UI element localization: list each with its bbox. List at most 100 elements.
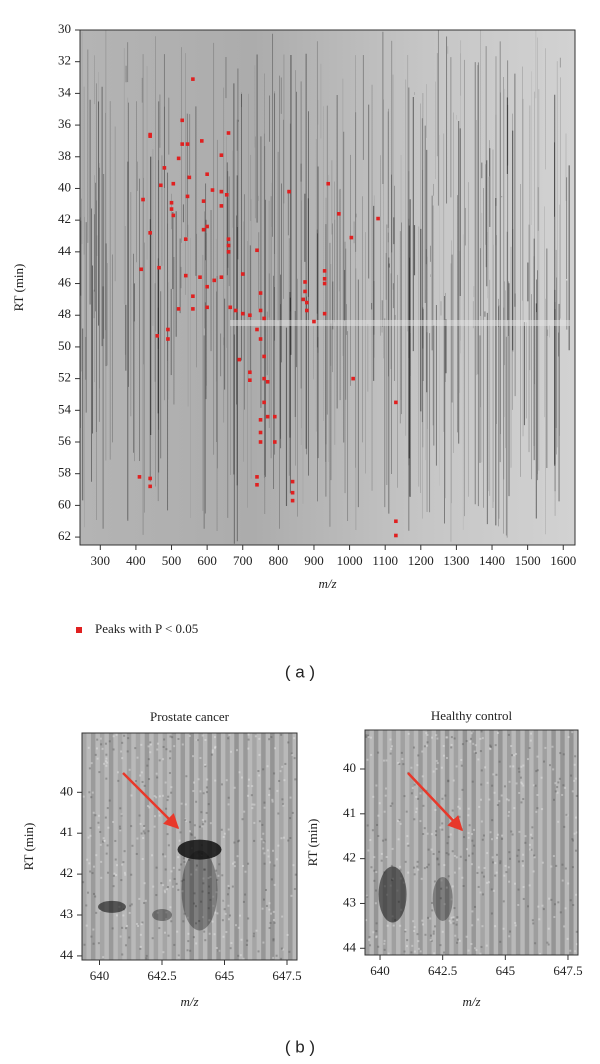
noise bbox=[158, 810, 161, 813]
noise bbox=[492, 773, 495, 776]
noise bbox=[391, 745, 394, 748]
noise bbox=[121, 953, 124, 956]
noise bbox=[124, 873, 127, 876]
noise bbox=[434, 925, 437, 928]
noise bbox=[467, 807, 470, 810]
noise bbox=[521, 860, 524, 863]
noise bbox=[492, 861, 495, 864]
noise bbox=[282, 836, 285, 839]
noise bbox=[121, 757, 124, 760]
noise bbox=[242, 864, 245, 867]
noise bbox=[494, 874, 497, 877]
noise bbox=[411, 787, 414, 790]
noise bbox=[227, 737, 230, 740]
peak-point bbox=[376, 216, 380, 221]
noise bbox=[419, 792, 422, 795]
noise bbox=[488, 798, 491, 801]
signal-stripe bbox=[391, 730, 397, 955]
noise bbox=[204, 765, 207, 768]
noise bbox=[456, 938, 459, 941]
noise bbox=[471, 924, 474, 927]
noise bbox=[180, 802, 183, 805]
noise bbox=[135, 852, 138, 855]
noise bbox=[243, 810, 246, 813]
noise bbox=[223, 908, 226, 911]
noise bbox=[455, 765, 458, 768]
noise bbox=[403, 950, 406, 953]
noise bbox=[290, 752, 293, 755]
noise bbox=[473, 947, 476, 950]
noise bbox=[275, 954, 278, 957]
noise bbox=[508, 851, 511, 854]
noise bbox=[534, 942, 537, 945]
noise bbox=[262, 832, 265, 835]
noise bbox=[571, 866, 574, 869]
noise bbox=[89, 826, 92, 829]
x-tick-label: 400 bbox=[126, 553, 146, 568]
noise bbox=[272, 918, 275, 921]
noise bbox=[419, 820, 422, 823]
noise bbox=[458, 867, 461, 870]
signal-stripe bbox=[288, 733, 293, 960]
noise bbox=[526, 758, 529, 761]
noise bbox=[499, 940, 502, 943]
signal-stripe bbox=[373, 730, 379, 955]
x-tick-label: 1200 bbox=[408, 553, 434, 568]
noise bbox=[458, 797, 461, 800]
x-tick-label: 1100 bbox=[372, 553, 398, 568]
noise bbox=[173, 745, 176, 748]
noise bbox=[113, 872, 116, 875]
noise bbox=[211, 920, 214, 923]
noise bbox=[436, 737, 439, 740]
noise bbox=[430, 833, 433, 836]
noise bbox=[201, 890, 204, 893]
noise bbox=[417, 797, 420, 800]
noise bbox=[167, 844, 170, 847]
noise bbox=[127, 737, 130, 740]
noise bbox=[123, 871, 126, 874]
noise bbox=[532, 784, 535, 787]
noise bbox=[385, 759, 388, 762]
noise bbox=[144, 899, 147, 902]
noise bbox=[489, 748, 492, 751]
noise bbox=[260, 838, 263, 841]
noise bbox=[194, 905, 197, 908]
noise bbox=[376, 823, 379, 826]
peak-point bbox=[171, 181, 176, 186]
noise bbox=[369, 944, 372, 947]
noise bbox=[571, 731, 574, 734]
y-tick-label: 58 bbox=[58, 465, 71, 480]
noise bbox=[453, 871, 456, 874]
noise bbox=[416, 860, 419, 863]
noise bbox=[522, 897, 525, 900]
noise bbox=[516, 854, 519, 857]
noise bbox=[112, 748, 115, 751]
y-tick-label: 44 bbox=[343, 939, 357, 954]
noise bbox=[291, 753, 294, 756]
noise bbox=[188, 830, 191, 833]
noise bbox=[404, 929, 407, 932]
noise bbox=[282, 948, 285, 951]
noise bbox=[522, 798, 525, 801]
noise bbox=[453, 737, 456, 740]
noise bbox=[473, 828, 476, 831]
noise bbox=[99, 737, 102, 740]
noise bbox=[257, 950, 260, 953]
noise bbox=[562, 753, 565, 756]
noise bbox=[96, 738, 99, 741]
noise bbox=[481, 737, 484, 740]
noise bbox=[550, 865, 553, 868]
noise bbox=[106, 844, 109, 847]
peak-blob bbox=[181, 850, 218, 931]
noise bbox=[553, 798, 556, 801]
noise bbox=[230, 942, 233, 945]
noise bbox=[106, 807, 109, 810]
noise bbox=[496, 804, 499, 807]
noise bbox=[518, 830, 521, 833]
signal-stripe bbox=[471, 730, 476, 955]
noise bbox=[541, 861, 544, 864]
noise bbox=[435, 734, 438, 737]
peak-point bbox=[183, 273, 188, 278]
noise bbox=[410, 792, 413, 795]
noise bbox=[567, 882, 570, 885]
